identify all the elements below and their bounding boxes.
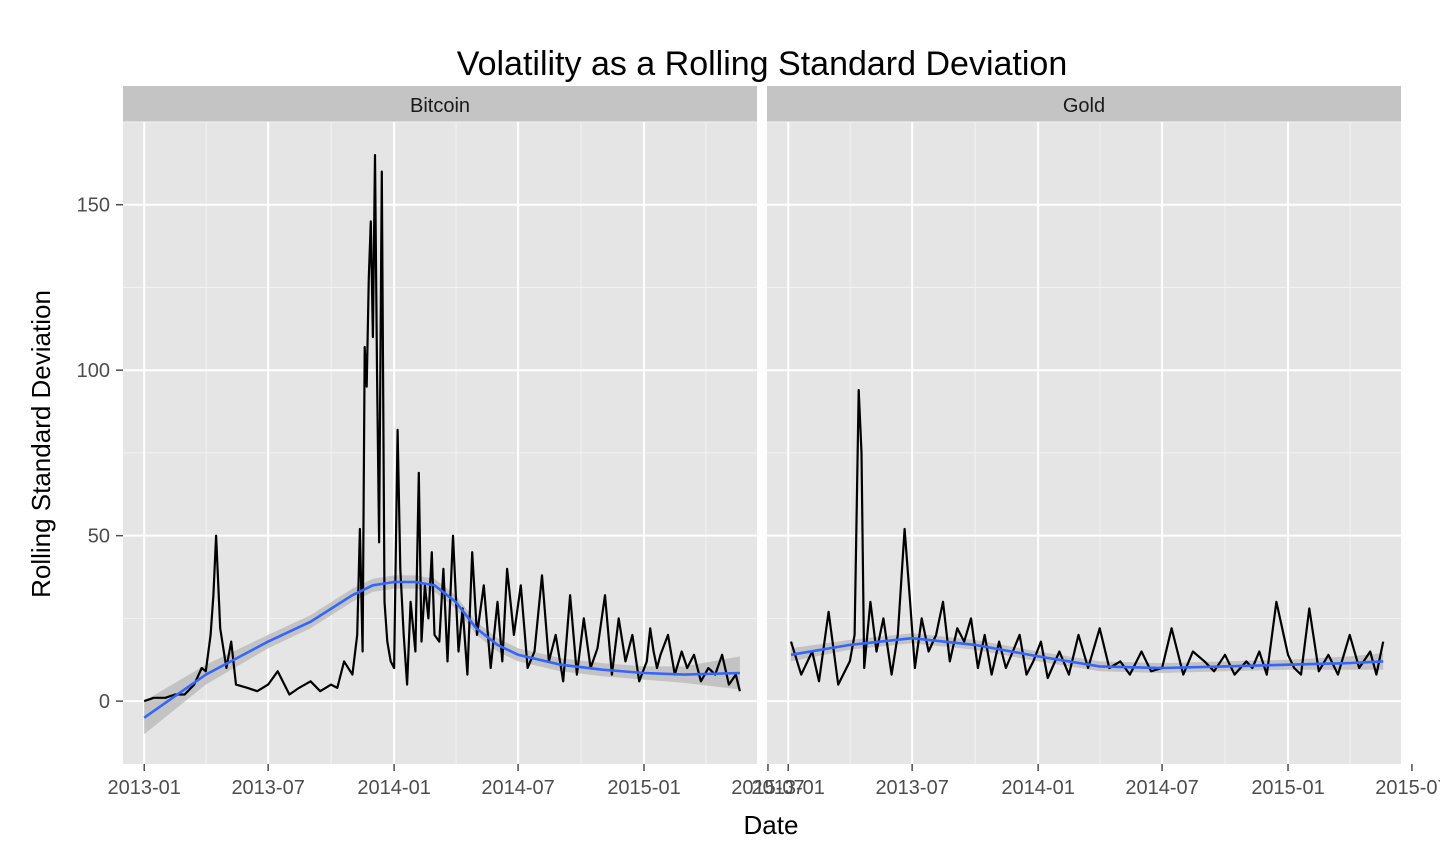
x-tick-label: 2015-01 xyxy=(607,777,680,799)
strip-gold xyxy=(767,86,1401,122)
x-tick-label: 2014-01 xyxy=(1001,777,1074,799)
strip-label-bitcoin: Bitcoin xyxy=(410,95,470,117)
y-axis-title: Rolling Standard Deviation xyxy=(26,290,56,598)
series-line-bitcoin xyxy=(143,154,741,703)
y-tick-label: 0 xyxy=(99,691,110,713)
series-line-gold xyxy=(789,389,1385,686)
x-axis: 2013-01 2013-07 2014-01 2014-07 2015-01 2015-… xyxy=(108,764,1440,799)
y-axis: 0 50 100 150 xyxy=(77,195,123,713)
x-tick-label: 2013-01 xyxy=(752,777,825,799)
y-tick-label: 50 xyxy=(88,526,110,548)
x-tick-label: 2013-07 xyxy=(875,777,948,799)
x-tick-label: 2014-01 xyxy=(357,777,430,799)
x-axis-title: Date xyxy=(744,810,799,840)
x-tick-label: 2013-01 xyxy=(108,777,181,799)
smoother-confidence-band xyxy=(791,633,1384,673)
x-tick-label: 2014-07 xyxy=(1125,777,1198,799)
strip-bitcoin xyxy=(123,86,757,122)
y-tick-label: 150 xyxy=(77,195,110,217)
x-tick-label: 2015-01 xyxy=(1251,777,1324,799)
x-tick-label: 2014-07 xyxy=(481,777,554,799)
strip-label-gold: Gold xyxy=(1063,95,1105,117)
x-tick-label: 2015-07 xyxy=(1375,777,1440,799)
y-tick-label: 100 xyxy=(77,360,110,382)
x-tick-label: 2013-07 xyxy=(231,777,304,799)
panel-bitcoin: Bitcoin xyxy=(123,86,757,764)
panel-gold: Gold xyxy=(767,86,1401,764)
x-tick-label: 2015-07 xyxy=(731,777,804,799)
smoother-line-gold xyxy=(790,636,1384,670)
chart-title: Volatility as a Rolling Standard Deviati… xyxy=(457,45,1067,83)
smoother-line-bitcoin xyxy=(143,580,740,719)
